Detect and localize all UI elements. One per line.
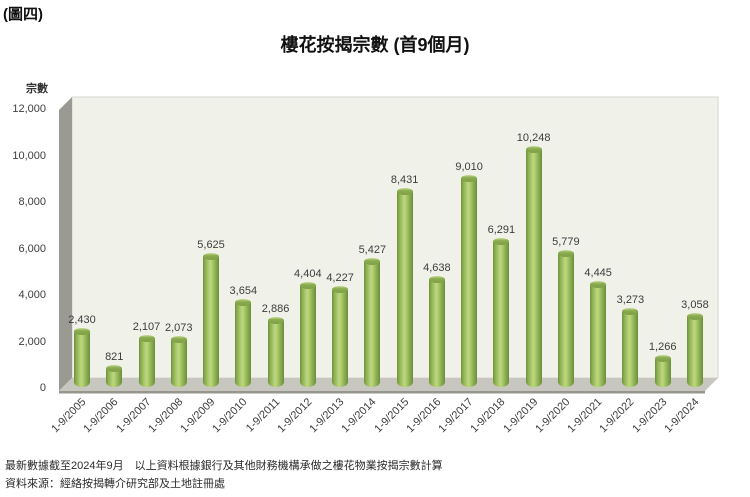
bar [364, 258, 381, 387]
bar-cap [267, 317, 284, 324]
bar-value-label: 4,404 [294, 268, 322, 280]
bar-value-label: 3,654 [229, 285, 258, 297]
y-axis-title: 宗數 [26, 83, 48, 95]
bar-value-label: 3,058 [681, 299, 709, 311]
y-axis-tick-label: 8,000 [18, 196, 46, 208]
bar [203, 253, 220, 387]
footnote-line-2: 資料來源：經絡按揭轉介研究部及土地註冊處 [5, 478, 225, 490]
bar-cap [364, 258, 381, 265]
bar-cap [138, 335, 155, 342]
bar-value-label: 2,886 [261, 303, 290, 315]
bar-cap [235, 299, 252, 306]
bar [299, 282, 316, 387]
y-axis-tick-label: 0 [39, 382, 46, 394]
y-axis-tick-label: 12,000 [12, 103, 46, 115]
chart-title: 樓花按揭宗數 (首9個月) [280, 35, 470, 55]
bar-cap [74, 328, 90, 335]
bar [461, 175, 478, 387]
y-axis-tick-label: 6,000 [18, 242, 46, 255]
bar [654, 355, 671, 387]
bar [332, 286, 349, 387]
bar-value-label: 1,266 [648, 341, 677, 353]
bar-cap [557, 250, 574, 257]
bar-cap [106, 365, 123, 372]
y-axis-tick-label: 2,000 [18, 335, 46, 348]
plot-floor [59, 378, 718, 391]
bar [74, 328, 90, 387]
bar-cap [299, 282, 316, 289]
bar-value-label: 5,779 [552, 236, 580, 248]
bar-cap [654, 355, 671, 362]
bar [267, 317, 284, 387]
bar-cap [170, 336, 187, 343]
y-axis-tick-label: 10,000 [12, 149, 46, 162]
plot-back-wall [71, 96, 719, 379]
bar-cap [525, 146, 542, 153]
bar [235, 299, 252, 387]
bar [396, 188, 413, 387]
bar [557, 250, 574, 387]
bar-cap [332, 286, 349, 293]
bar [686, 313, 703, 387]
bar-value-label: 9,010 [455, 161, 483, 173]
bar-value-label: 4,638 [423, 262, 451, 274]
bar-value-label: 6,291 [487, 224, 516, 236]
bar-value-label: 5,427 [358, 244, 387, 256]
bar-cap [493, 238, 510, 245]
bar-value-label: 2,430 [68, 314, 96, 326]
bar-value-label: 5,625 [197, 239, 225, 251]
plot-floor-edge [59, 391, 705, 394]
bar-value-label: 2,073 [165, 322, 193, 334]
footnote-line-1: 最新數據截至2024年9月 以上資料根據銀行及其他財務機構承做之樓花物業按揭宗數… [5, 460, 443, 472]
bar [493, 238, 510, 387]
bar-value-label: 10,248 [516, 132, 551, 144]
bar-value-label: 821 [105, 351, 124, 363]
bar-cap [461, 175, 478, 182]
bar-cap [428, 276, 445, 283]
bar-cap [396, 188, 413, 195]
bar-value-label: 4,227 [326, 272, 354, 284]
bar [170, 336, 187, 387]
bar [622, 308, 639, 387]
bar-value-label: 4,445 [584, 267, 612, 279]
bar-cap [686, 313, 703, 320]
bar-value-label: 8,431 [390, 174, 419, 186]
bar [106, 365, 123, 387]
bar-value-label: 2,107 [132, 321, 161, 333]
bar-cap [590, 281, 607, 288]
bar [138, 335, 155, 387]
bar [428, 276, 445, 387]
plot-left-wall [59, 97, 72, 391]
y-axis-tick-label: 4,000 [18, 289, 46, 301]
bar [525, 146, 542, 387]
bar-cap [622, 308, 639, 315]
bar [590, 281, 607, 387]
bar-value-label: 3,273 [616, 294, 645, 306]
figure-label: (圖四) [3, 6, 43, 23]
bar-cap [203, 253, 220, 260]
